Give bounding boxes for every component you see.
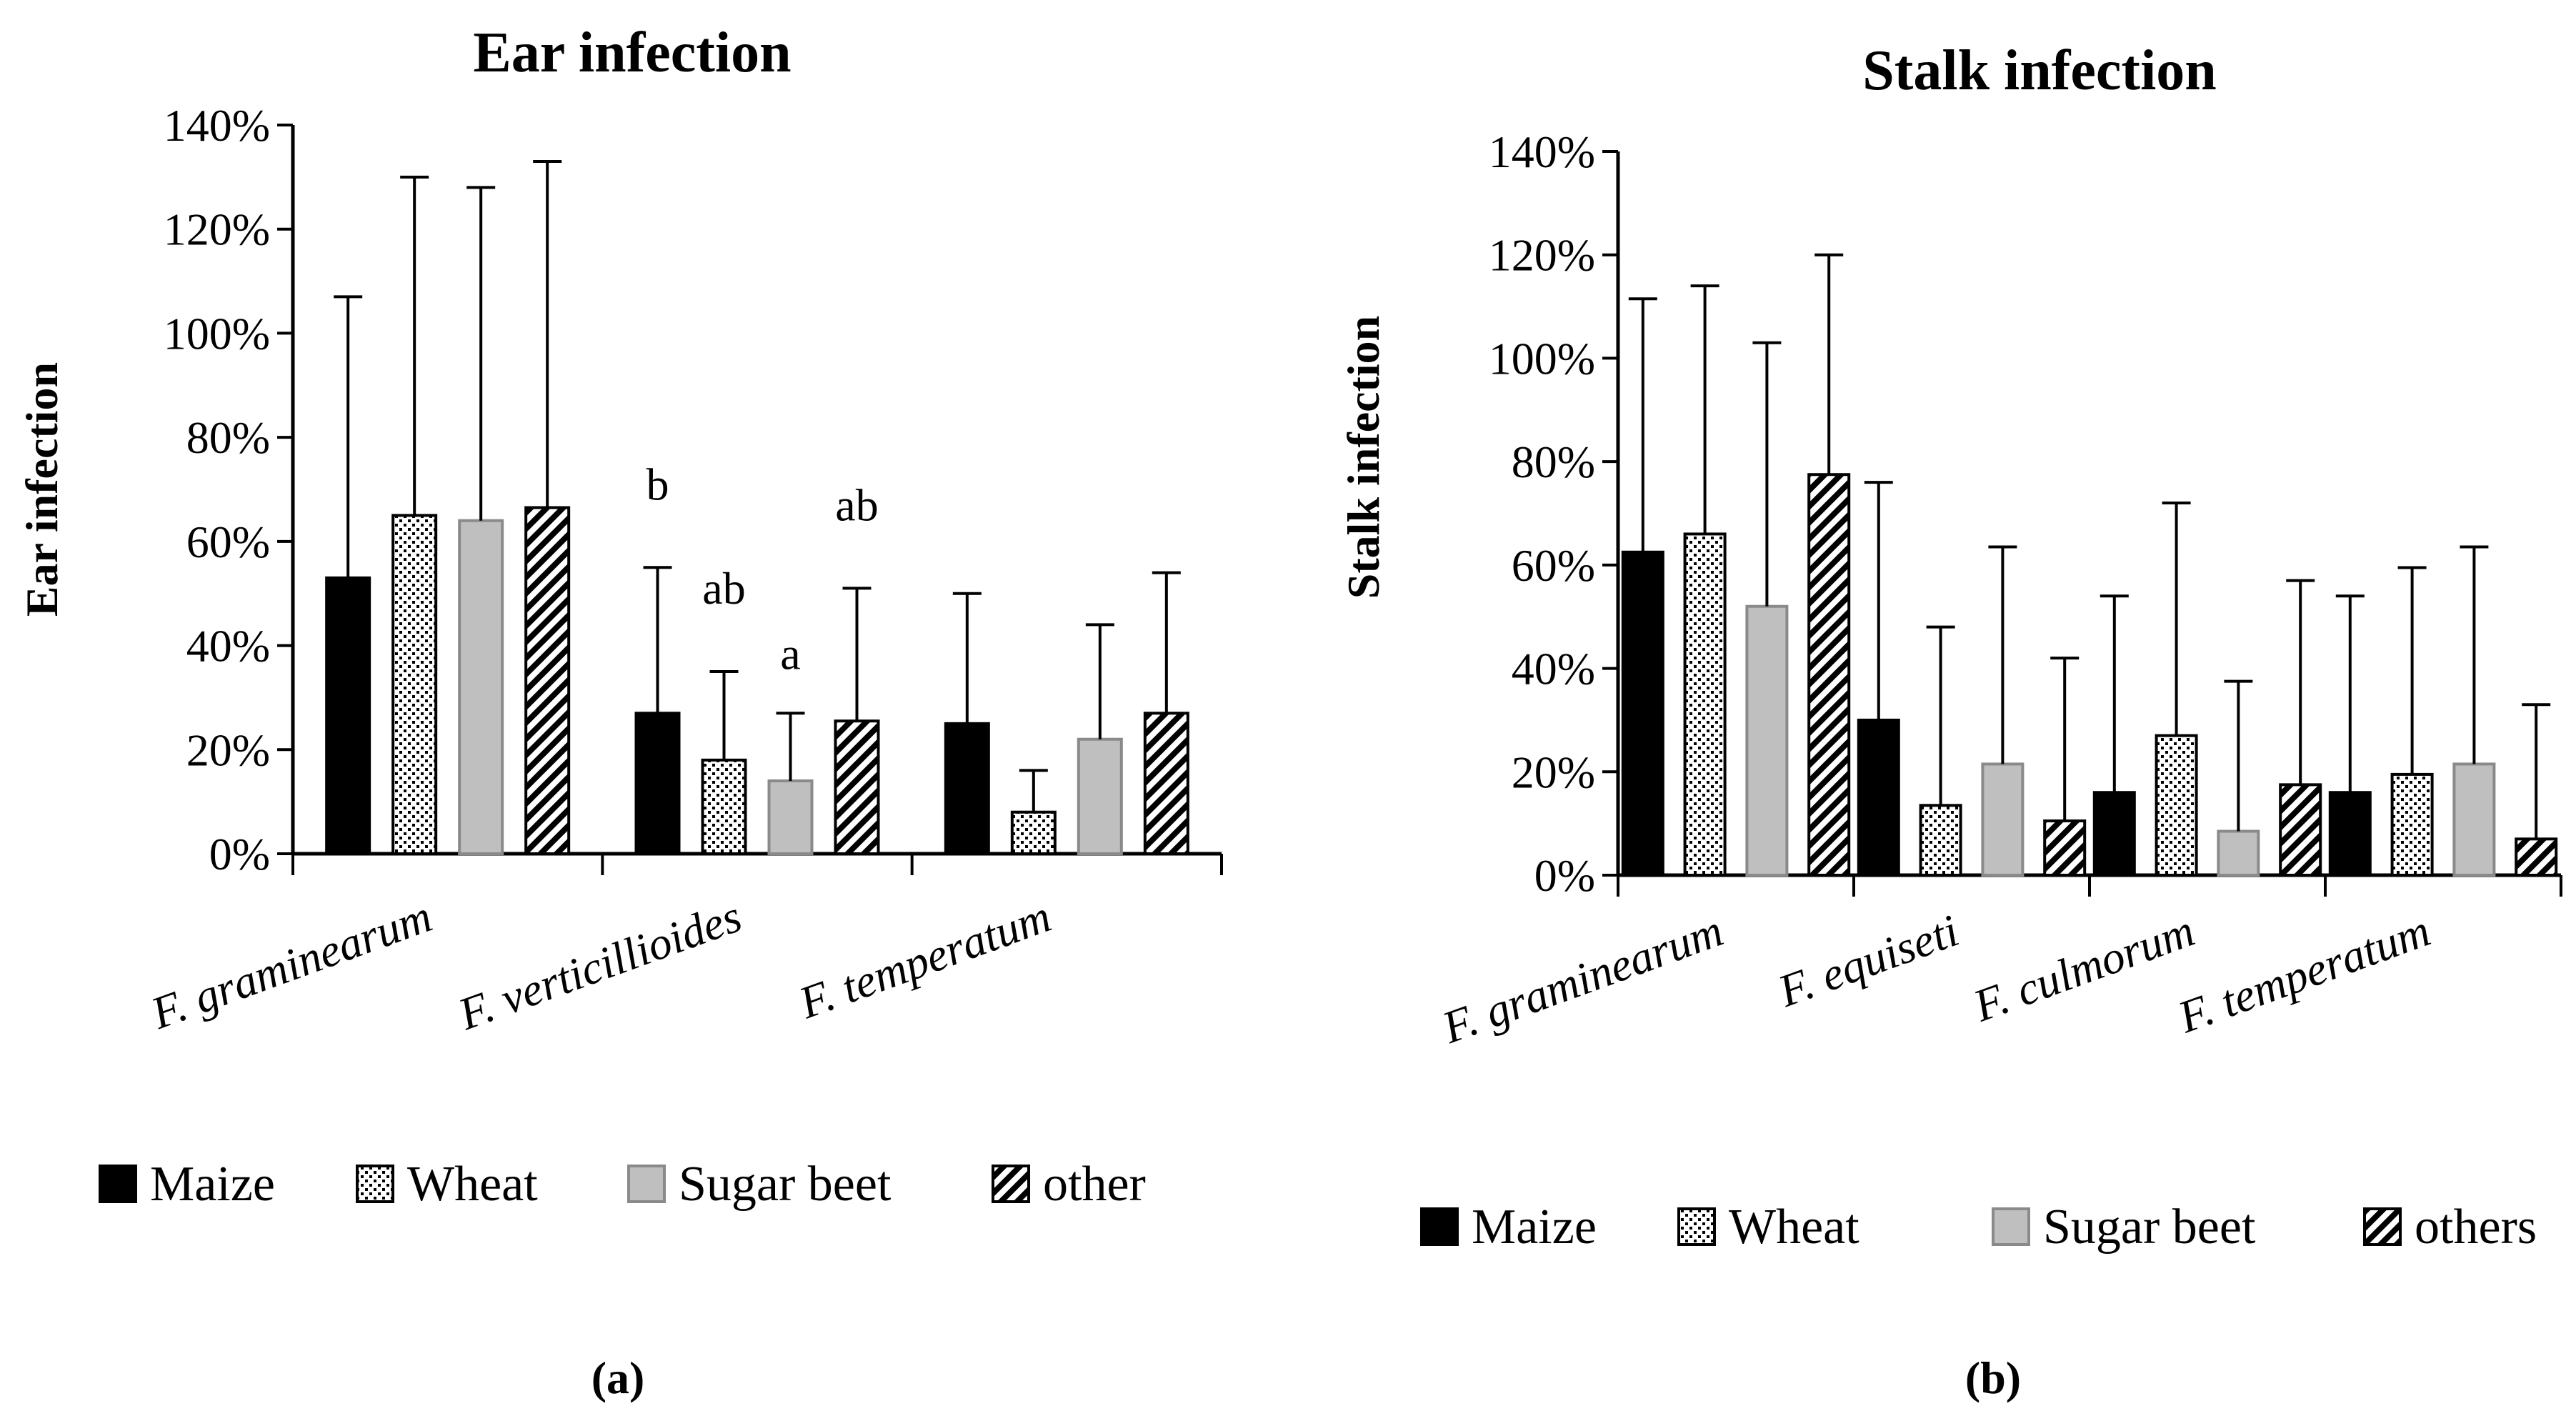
significance-label: ab	[835, 479, 878, 530]
legend-label: other	[1043, 1157, 1146, 1212]
legend-swatch	[356, 1165, 394, 1203]
legend-label: Wheat	[407, 1157, 538, 1212]
y-tick-label: 40%	[1512, 644, 1595, 694]
category-label: F. temperatum	[2171, 904, 2437, 1042]
y-tick-label: 40%	[186, 621, 270, 672]
legend-swatch	[2363, 1207, 2402, 1246]
chart-title: Ear infection	[473, 21, 791, 84]
significance-label: a	[780, 628, 800, 679]
bar	[2217, 829, 2260, 877]
bar	[767, 779, 814, 855]
bar	[1010, 810, 1057, 855]
bar	[701, 758, 747, 856]
bar	[2092, 791, 2136, 877]
legend-label: others	[2415, 1200, 2537, 1255]
legend-swatch	[992, 1165, 1030, 1203]
significance-label: ab	[702, 563, 745, 614]
y-tick-label: 60%	[1512, 540, 1595, 591]
bar	[2390, 772, 2434, 877]
bar	[2279, 783, 2322, 877]
y-tick-label: 20%	[1512, 747, 1595, 797]
bar	[458, 519, 504, 855]
category-label: F. graminearum	[1435, 904, 1729, 1053]
bar	[391, 514, 438, 856]
y-tick-label: 60%	[186, 517, 270, 567]
category-label: F. temperatum	[792, 890, 1058, 1028]
y-tick-label: 0%	[209, 829, 270, 879]
bar	[2452, 762, 2496, 877]
legend-swatch	[99, 1165, 137, 1203]
category-label: F. culmorum	[1967, 904, 2201, 1031]
bar	[1143, 712, 1189, 855]
category-label: F. verticillioides	[451, 890, 748, 1039]
legend-swatch	[627, 1165, 666, 1203]
y-axis-label: Stalk infection	[1338, 316, 1389, 599]
bar	[524, 506, 571, 855]
y-tick-label: 0%	[1534, 850, 1595, 901]
legend-label: Maize	[1472, 1200, 1597, 1255]
bar	[834, 719, 880, 856]
significance-label: b	[647, 459, 669, 509]
legend-label: Wheat	[1729, 1200, 1859, 1255]
bar	[2043, 819, 2087, 877]
category-label: F. equiseti	[1771, 904, 1965, 1017]
bar	[325, 576, 371, 855]
bar	[1857, 718, 1900, 877]
legend-label: Sugar beet	[2043, 1200, 2256, 1255]
y-tick-label: 140%	[1489, 126, 1595, 177]
y-tick-label: 140%	[164, 100, 270, 151]
chart-ear-infection: Ear infection Ear infection 0% 20% 40% 60% 80%…	[16, 21, 1223, 1403]
legend-label: Sugar beet	[679, 1157, 892, 1212]
chart-title: Stalk infection	[1862, 39, 2217, 102]
bar	[2515, 837, 2558, 877]
y-tick-label: 100%	[1489, 333, 1595, 384]
category-label: F. graminearum	[144, 890, 439, 1039]
y-tick-label: 80%	[1512, 437, 1595, 487]
bar	[634, 712, 681, 855]
bar	[1919, 804, 1962, 877]
panel-label: (a)	[591, 1352, 645, 1403]
bar	[1683, 532, 1727, 877]
legend-label: Maize	[150, 1157, 275, 1212]
bar	[2155, 734, 2198, 877]
bar	[1807, 473, 1851, 877]
panel-label: (b)	[1965, 1352, 2021, 1403]
legend-swatch	[1992, 1207, 2030, 1246]
bar	[1077, 737, 1123, 855]
legend-swatch	[1420, 1207, 1459, 1246]
legend-swatch	[1677, 1207, 1716, 1246]
y-tick-label: 20%	[186, 724, 270, 775]
y-tick-label: 120%	[1489, 230, 1595, 281]
y-tick-label: 100%	[164, 308, 270, 359]
bar	[2328, 791, 2372, 877]
y-tick-label: 120%	[164, 204, 270, 255]
chart-stalk-infection: Stalk infection Stalk infection 0% 20% 40% 60…	[1338, 39, 2562, 1403]
bar	[1621, 550, 1664, 877]
bar	[1745, 604, 1789, 877]
y-tick-label: 80%	[186, 412, 270, 463]
bar	[944, 722, 990, 855]
y-axis-label: Ear infection	[16, 362, 67, 617]
bar	[1981, 762, 2025, 877]
